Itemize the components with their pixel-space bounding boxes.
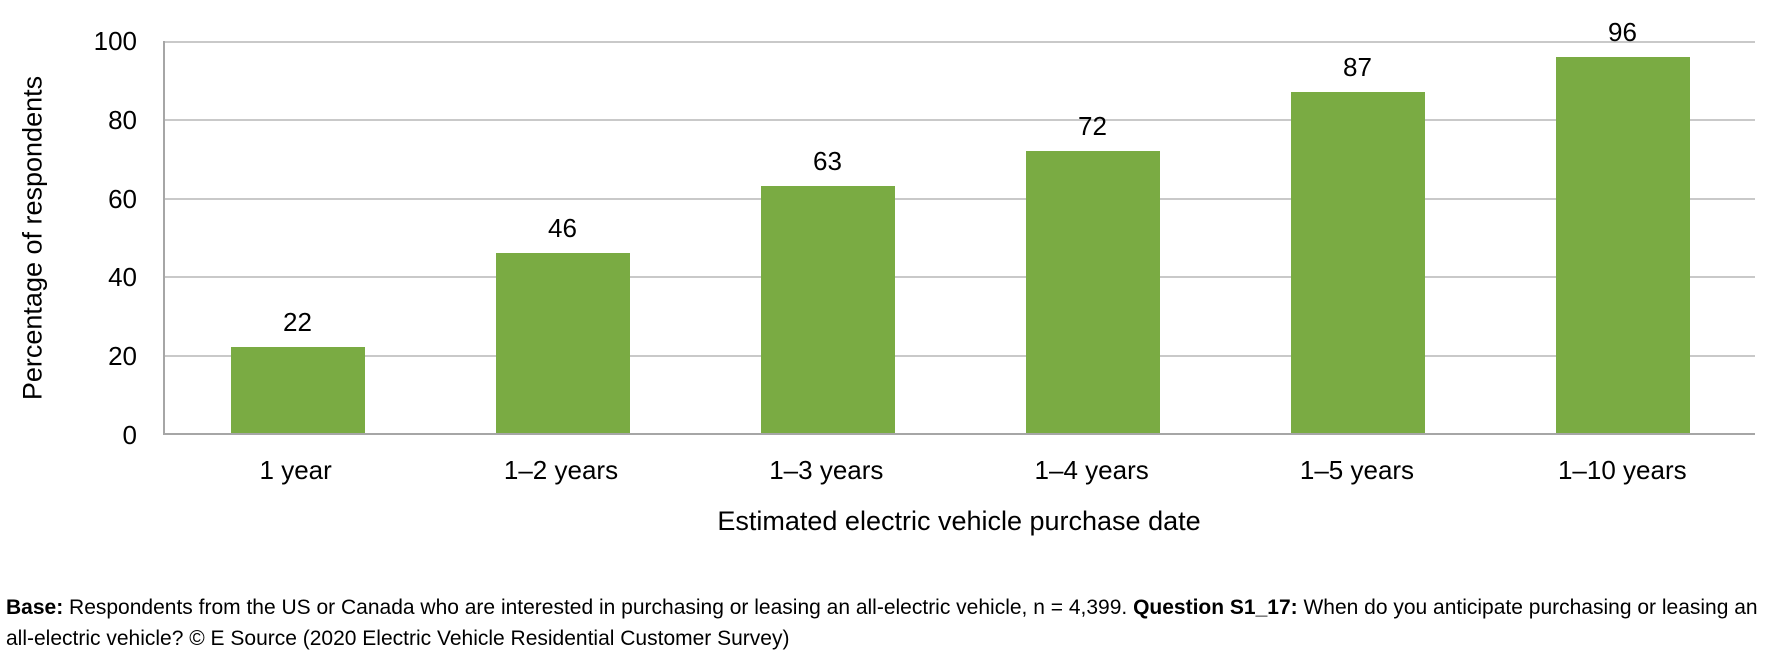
x-tick-label: 1–5 years <box>1299 455 1415 485</box>
x-tick-label: 1–3 years <box>769 455 884 485</box>
y-tick-label-80: 80 <box>108 105 137 135</box>
bar-1 year <box>230 346 365 433</box>
bar-slot: 87 <box>1225 41 1490 433</box>
base-text: Respondents from the US or Canada who ar… <box>63 596 1134 619</box>
y-tick-label-100: 100 <box>93 26 137 56</box>
bar-slot: 46 <box>430 41 695 433</box>
bar-slot: 96 <box>1490 17 1755 433</box>
question-label: Question S1_17: <box>1133 596 1298 619</box>
x-tick-label: 1–2 years <box>503 455 619 485</box>
bar-value-label: 46 <box>548 212 577 243</box>
bar-series: 22 46 63 72 87 96 <box>165 17 1755 433</box>
bar-value-label: 72 <box>1078 110 1107 141</box>
gridline-80 <box>165 119 1755 122</box>
plot-area: 22 46 63 72 87 96 <box>163 17 1755 435</box>
bar-value-label: 87 <box>1343 51 1372 82</box>
gridline-60 <box>165 197 1755 200</box>
y-axis-tick-labels: 0 20 40 60 80 100 <box>0 26 137 450</box>
bar-slot: 22 <box>165 41 430 433</box>
y-tick-label-20: 20 <box>108 341 137 371</box>
y-tick-label-60: 60 <box>108 184 137 214</box>
bar-1–10 years <box>1555 56 1690 433</box>
bar-1–2 years <box>495 252 630 433</box>
x-tick-label: 1–4 years <box>1034 455 1149 485</box>
source-note: Base: Respondents from the US or Canada … <box>6 592 1760 654</box>
bar-value-label: 22 <box>283 306 312 337</box>
bar-1–3 years <box>760 186 895 433</box>
x-tick-label: 1 year <box>259 455 332 485</box>
bar-value-label: 63 <box>813 146 842 177</box>
gridline-20 <box>165 354 1755 357</box>
bar-value-label: 96 <box>1608 16 1637 47</box>
y-tick-label-40: 40 <box>108 262 137 292</box>
bar-slot: 72 <box>960 41 1225 433</box>
bar-1–4 years <box>1025 150 1160 433</box>
x-axis-title: Estimated electric vehicle purchase date <box>717 506 1201 536</box>
base-label: Base: <box>6 596 64 619</box>
gridline-100 <box>165 41 1755 43</box>
bar-1–5 years <box>1290 91 1425 433</box>
gridline-40 <box>165 276 1755 279</box>
x-tick-label: 1–10 years <box>1557 455 1687 485</box>
y-tick-label-0: 0 <box>122 420 137 450</box>
x-axis-tick-labels: 1 year 1–2 years 1–3 years 1–4 years 1–5 yea… <box>163 455 1755 485</box>
bar-slot: 63 <box>695 41 960 433</box>
